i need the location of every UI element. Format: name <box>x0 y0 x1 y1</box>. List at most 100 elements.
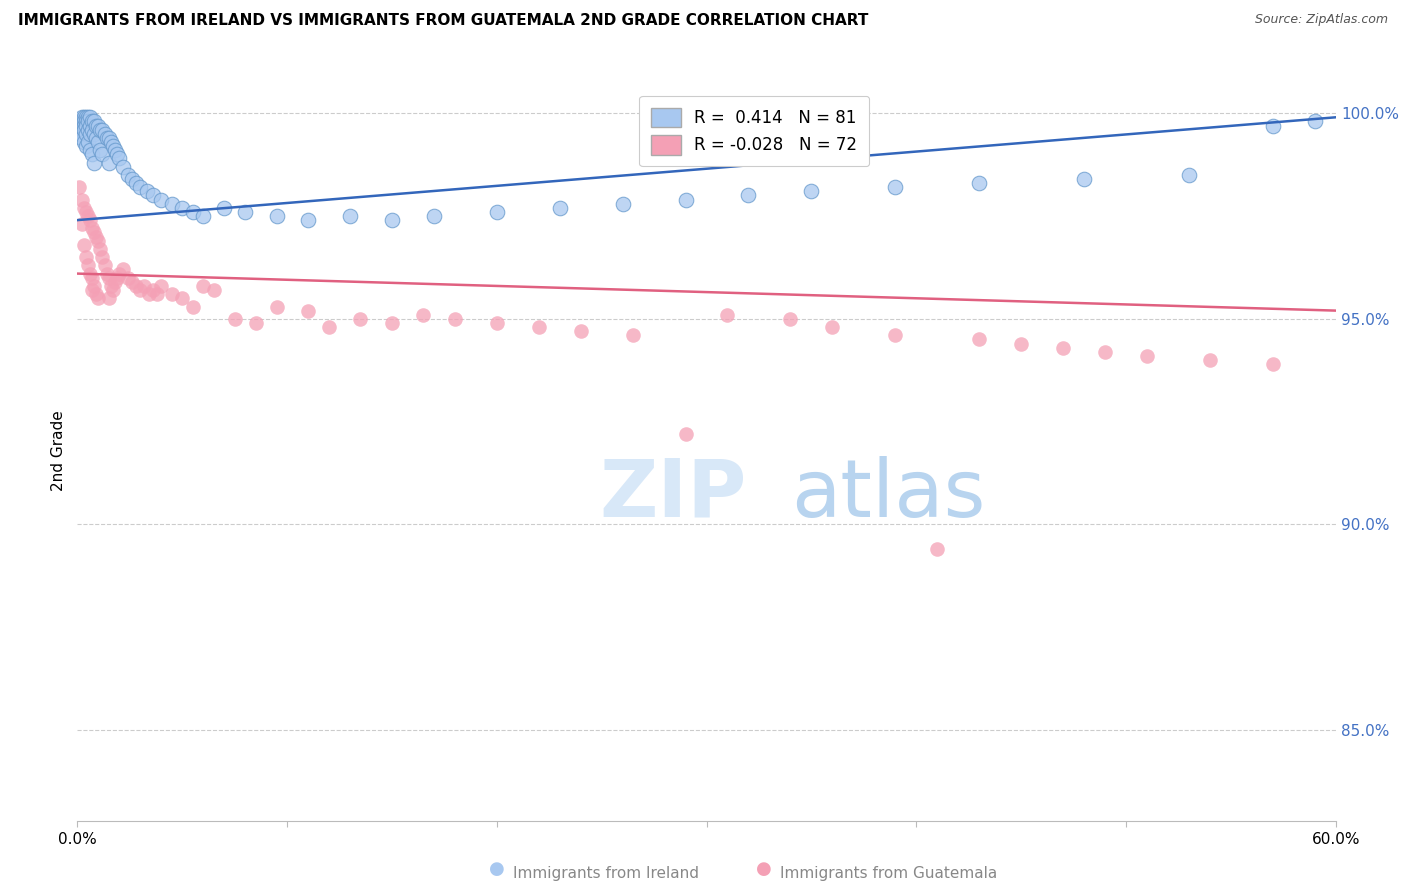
Point <box>76 122 98 136</box>
Point <box>129 283 152 297</box>
Point <box>339 209 361 223</box>
Point <box>412 308 434 322</box>
Point <box>70 131 93 145</box>
Point <box>70 119 93 133</box>
Y-axis label: 2nd Grade: 2nd Grade <box>51 410 66 491</box>
Point <box>569 324 592 338</box>
Point <box>1052 341 1074 355</box>
Point <box>76 114 98 128</box>
Point <box>100 135 122 149</box>
Point <box>266 300 288 314</box>
Text: Immigrants from Guatemala: Immigrants from Guatemala <box>780 866 998 881</box>
Text: IMMIGRANTS FROM IRELAND VS IMMIGRANTS FROM GUATEMALA 2ND GRADE CORRELATION CHART: IMMIGRANTS FROM IRELAND VS IMMIGRANTS FR… <box>18 13 869 29</box>
Point <box>160 287 183 301</box>
Point <box>93 258 115 272</box>
Point <box>297 213 319 227</box>
Point <box>104 275 127 289</box>
Point <box>181 300 204 314</box>
Point <box>121 172 143 186</box>
Point <box>79 213 101 227</box>
Point <box>67 180 90 194</box>
Point <box>72 135 94 149</box>
Point <box>70 193 93 207</box>
Point <box>67 114 90 128</box>
Point <box>80 147 103 161</box>
Point <box>1261 119 1284 133</box>
Point <box>125 176 148 190</box>
Point <box>89 242 111 256</box>
Point <box>245 316 267 330</box>
Point <box>142 283 165 297</box>
Point <box>104 143 127 157</box>
Point <box>79 143 101 157</box>
Point <box>1136 349 1159 363</box>
Point <box>821 320 844 334</box>
Point <box>93 127 115 141</box>
Text: Immigrants from Ireland: Immigrants from Ireland <box>513 866 699 881</box>
Point <box>621 328 644 343</box>
Text: Source: ZipAtlas.com: Source: ZipAtlas.com <box>1254 13 1388 27</box>
Point <box>80 270 103 285</box>
Point <box>83 127 105 141</box>
Point <box>84 229 107 244</box>
Point <box>101 283 124 297</box>
Point <box>125 279 148 293</box>
Point <box>117 168 139 182</box>
Point <box>138 287 160 301</box>
Point <box>89 122 111 136</box>
Point <box>84 131 107 145</box>
Point <box>129 180 152 194</box>
Point <box>80 221 103 235</box>
Point <box>72 237 94 252</box>
Point <box>87 119 110 133</box>
Point <box>97 291 120 305</box>
Point <box>100 279 122 293</box>
Point <box>70 122 93 136</box>
Point <box>76 110 98 124</box>
Text: ●: ● <box>756 860 772 878</box>
Point <box>101 139 124 153</box>
Point <box>79 110 101 124</box>
Point <box>297 303 319 318</box>
Text: atlas: atlas <box>790 456 986 534</box>
Point <box>485 205 508 219</box>
Point <box>80 114 103 128</box>
Point <box>172 201 194 215</box>
Point <box>96 131 118 145</box>
Point <box>72 114 94 128</box>
Point <box>716 308 738 322</box>
Point <box>72 110 94 124</box>
Point <box>181 205 204 219</box>
Point <box>79 119 101 133</box>
Point <box>83 226 105 240</box>
Point <box>134 279 156 293</box>
Point <box>423 209 446 223</box>
Point <box>79 267 101 281</box>
Point <box>927 542 949 557</box>
Point <box>67 119 90 133</box>
Point <box>1073 172 1095 186</box>
Point <box>349 311 371 326</box>
Point <box>444 311 467 326</box>
Point <box>1303 114 1326 128</box>
Point <box>87 135 110 149</box>
Point <box>75 110 97 124</box>
Point <box>83 114 105 128</box>
Point <box>76 135 98 149</box>
Point <box>91 147 114 161</box>
Point <box>135 184 157 198</box>
Point <box>75 205 97 219</box>
Point <box>202 283 225 297</box>
Point <box>70 217 93 231</box>
Point <box>80 283 103 297</box>
Point <box>1199 353 1222 368</box>
Point <box>76 258 98 272</box>
Point <box>83 279 105 293</box>
Point <box>548 201 571 215</box>
Point <box>884 328 907 343</box>
Point <box>112 160 135 174</box>
Point <box>91 250 114 264</box>
Point <box>150 279 173 293</box>
Point <box>75 127 97 141</box>
Point <box>91 122 114 136</box>
